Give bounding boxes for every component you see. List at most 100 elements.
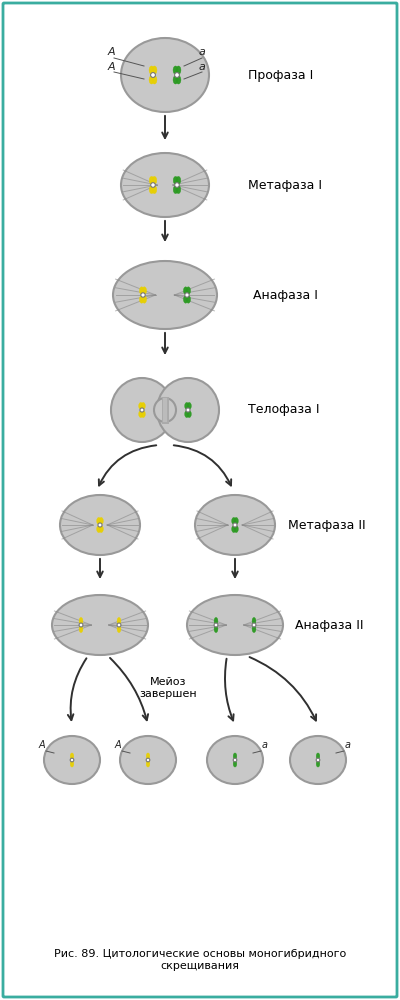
Circle shape <box>98 523 102 527</box>
Circle shape <box>140 408 144 412</box>
Ellipse shape <box>252 617 256 624</box>
Text: Профаза I: Профаза I <box>248 68 313 82</box>
Circle shape <box>117 623 121 627</box>
Ellipse shape <box>113 261 217 329</box>
Ellipse shape <box>233 753 237 759</box>
Ellipse shape <box>120 736 176 784</box>
Ellipse shape <box>152 186 157 194</box>
Circle shape <box>146 758 150 762</box>
Circle shape <box>252 623 256 627</box>
Ellipse shape <box>207 736 263 784</box>
Text: Анафаза II: Анафаза II <box>295 618 364 632</box>
FancyBboxPatch shape <box>3 3 397 997</box>
Ellipse shape <box>233 761 237 767</box>
Circle shape <box>214 623 218 627</box>
Ellipse shape <box>146 761 150 767</box>
Ellipse shape <box>290 736 346 784</box>
Ellipse shape <box>176 66 181 74</box>
Ellipse shape <box>176 76 181 84</box>
Ellipse shape <box>184 296 188 303</box>
Ellipse shape <box>316 761 320 767</box>
Ellipse shape <box>152 66 157 74</box>
Ellipse shape <box>117 626 121 633</box>
Ellipse shape <box>152 176 157 184</box>
Ellipse shape <box>142 287 146 294</box>
Text: A: A <box>39 740 45 750</box>
Ellipse shape <box>176 176 181 184</box>
Ellipse shape <box>252 626 256 633</box>
Text: Мейоз
завершен: Мейоз завершен <box>139 677 197 699</box>
Ellipse shape <box>52 595 148 655</box>
Ellipse shape <box>146 753 150 759</box>
Ellipse shape <box>99 526 103 533</box>
Ellipse shape <box>111 378 173 442</box>
Circle shape <box>150 73 156 77</box>
Circle shape <box>174 73 180 77</box>
Circle shape <box>316 758 320 762</box>
Text: a: a <box>199 47 206 57</box>
Ellipse shape <box>184 287 188 294</box>
Text: a: a <box>199 62 206 72</box>
Ellipse shape <box>185 402 189 409</box>
Circle shape <box>70 758 74 762</box>
Ellipse shape <box>234 517 238 524</box>
Ellipse shape <box>60 495 140 555</box>
Text: Метафаза I: Метафаза I <box>248 178 322 192</box>
Circle shape <box>186 408 190 412</box>
Ellipse shape <box>149 186 154 194</box>
Ellipse shape <box>79 626 83 633</box>
Text: a: a <box>262 740 268 750</box>
Text: A: A <box>108 47 116 57</box>
Circle shape <box>233 758 237 762</box>
Ellipse shape <box>70 761 74 767</box>
Text: A: A <box>115 740 121 750</box>
Text: Анафаза I: Анафаза I <box>253 288 318 302</box>
Text: Метафаза II: Метафаза II <box>288 518 366 532</box>
Ellipse shape <box>141 411 145 418</box>
Ellipse shape <box>149 76 154 84</box>
Ellipse shape <box>187 411 191 418</box>
Ellipse shape <box>187 402 191 409</box>
Ellipse shape <box>97 517 101 524</box>
Ellipse shape <box>99 517 103 524</box>
Ellipse shape <box>140 296 144 303</box>
Ellipse shape <box>139 411 143 418</box>
Ellipse shape <box>142 296 146 303</box>
Ellipse shape <box>176 186 181 194</box>
Ellipse shape <box>117 617 121 624</box>
Ellipse shape <box>173 66 178 74</box>
Circle shape <box>185 293 189 297</box>
Ellipse shape <box>173 186 178 194</box>
Ellipse shape <box>97 526 101 533</box>
Ellipse shape <box>214 626 218 633</box>
Ellipse shape <box>140 287 144 294</box>
Ellipse shape <box>154 398 176 422</box>
Ellipse shape <box>185 411 189 418</box>
Ellipse shape <box>316 753 320 759</box>
Ellipse shape <box>173 76 178 84</box>
Circle shape <box>175 183 179 187</box>
Ellipse shape <box>173 176 178 184</box>
Ellipse shape <box>232 517 236 524</box>
Circle shape <box>79 623 83 627</box>
Circle shape <box>233 523 237 527</box>
Text: Телофаза I: Телофаза I <box>248 403 320 416</box>
Ellipse shape <box>70 753 74 759</box>
Text: A: A <box>108 62 116 72</box>
Ellipse shape <box>121 38 209 112</box>
Ellipse shape <box>214 617 218 624</box>
Ellipse shape <box>232 526 236 533</box>
Ellipse shape <box>79 617 83 624</box>
Circle shape <box>151 183 155 187</box>
Text: a: a <box>345 740 351 750</box>
Ellipse shape <box>157 378 219 442</box>
Ellipse shape <box>44 736 100 784</box>
Ellipse shape <box>234 526 238 533</box>
Ellipse shape <box>121 153 209 217</box>
Ellipse shape <box>186 296 190 303</box>
Ellipse shape <box>195 495 275 555</box>
Ellipse shape <box>149 66 154 74</box>
Ellipse shape <box>186 287 190 294</box>
Circle shape <box>141 293 145 297</box>
Ellipse shape <box>139 402 143 409</box>
